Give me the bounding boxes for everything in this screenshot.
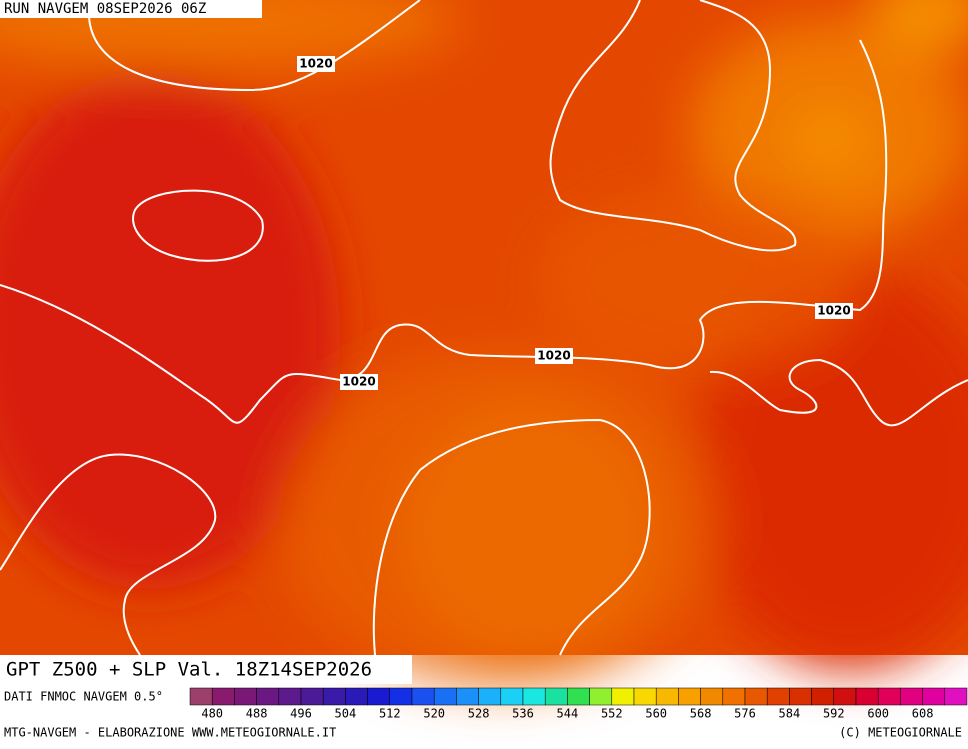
colorbar-swatch [345, 687, 368, 706]
header: RUN NAVGEM 08SEP2026 06Z [4, 1, 206, 17]
colorbar-swatch [589, 687, 613, 706]
isobar-label: 1020 [537, 349, 570, 363]
colorbar-swatch [900, 687, 923, 706]
colorbar-swatch [389, 687, 413, 706]
colorbar-swatch [367, 687, 391, 706]
colorbar-swatch [433, 687, 457, 706]
colorbar-tick-label: 560 [645, 707, 667, 721]
colorbar: 480 488 496 504 512 520 528 536 544 552 560 568 576 5… [189, 687, 968, 721]
colorbar-swatch [411, 687, 435, 706]
colorbar-swatch [300, 687, 324, 706]
colorbar-tick-label: 480 [201, 707, 223, 721]
colorbar-tick-label: 584 [779, 707, 801, 721]
colorbar-swatch [877, 687, 901, 706]
colorbar-swatch [611, 687, 635, 706]
colorbar-swatch [855, 687, 879, 706]
colorbar-tick-label: 568 [690, 707, 712, 721]
colorbar-swatch [189, 687, 213, 706]
colorbar-swatch [833, 687, 857, 706]
title: GPT Z500 + SLP Val. 18Z14SEP2026 [6, 659, 372, 681]
isobar-label: 1020 [817, 304, 850, 318]
colorbar-tick-label: 536 [512, 707, 534, 721]
colorbar-swatch [234, 687, 257, 706]
colorbar-tick-label: 552 [601, 707, 623, 721]
colorbar-swatch [766, 687, 790, 706]
colorbar-swatch [700, 687, 724, 706]
colorbar-tick-label: 608 [912, 707, 934, 721]
isobar-label: 1020 [299, 57, 332, 71]
source: DATI FNMOC NAVGEM 0.5° [4, 690, 163, 704]
colorbar-tick-label: 488 [246, 707, 268, 721]
colorbar-swatch [567, 687, 590, 706]
colorbar-swatch [678, 687, 701, 706]
title-box [0, 655, 412, 684]
colorbar-tick-label: 496 [290, 707, 312, 721]
colorbar-tick-label: 504 [335, 707, 357, 721]
colorbar-swatch [811, 687, 835, 706]
isobar-label: 1020 [342, 375, 375, 389]
colorbar-swatch [322, 687, 346, 706]
colorbar-swatch [633, 687, 657, 706]
colorbar-swatch [944, 687, 968, 706]
colorbar-swatch [456, 687, 479, 706]
footer-right: (C) METEOGIORNALE [839, 726, 962, 740]
colorbar-swatch [722, 687, 746, 706]
colorbar-tick-label: 544 [557, 707, 579, 721]
colorbar-swatch [744, 687, 768, 706]
colorbar-swatch [789, 687, 812, 706]
colorbar-swatch [522, 687, 546, 706]
colorbar-tick-label: 600 [867, 707, 889, 721]
isobar-labels: 1020 1020 1020 1020 [297, 56, 853, 390]
map-field [0, 0, 968, 690]
colorbar-swatch [922, 687, 946, 706]
colorbar-tick-label: 520 [423, 707, 445, 721]
header-box [0, 0, 262, 18]
footer-left: MTG-NAVGEM - ELABORAZIONE WWW.METEOGIORN… [4, 726, 336, 740]
colorbar-tick-label: 592 [823, 707, 845, 721]
colorbar-swatch [655, 687, 679, 706]
colorbar-swatch [478, 687, 502, 706]
colorbar-swatch [500, 687, 524, 706]
isobars [0, 0, 968, 656]
colorbar-swatch [211, 687, 235, 706]
colorbar-swatch [278, 687, 302, 706]
colorbar-swatch [256, 687, 280, 706]
colorbar-tick-label: 576 [734, 707, 756, 721]
colorbar-tick-label: 528 [468, 707, 490, 721]
colorbar-tick-label: 512 [379, 707, 401, 721]
colorbar-swatch [544, 687, 568, 706]
